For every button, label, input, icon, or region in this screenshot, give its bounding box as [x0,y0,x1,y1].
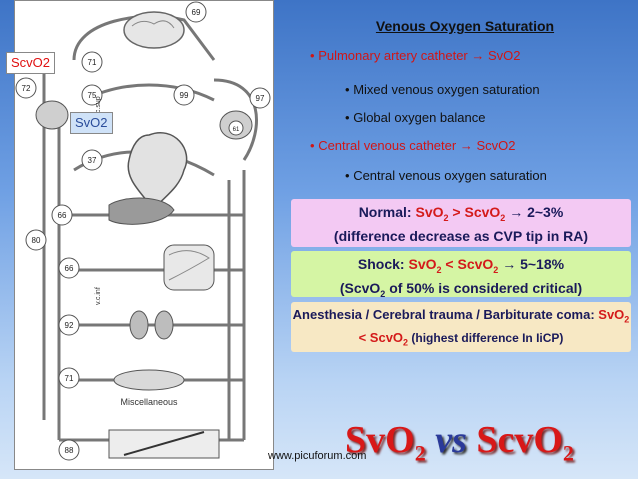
value-92: 92 [58,314,80,336]
svg-text:75: 75 [88,91,97,100]
svg-text:66: 66 [58,211,67,220]
normal-box: Normal: SvO2 > ScvO2 → 2~3% (difference … [291,199,631,247]
value-66-gut: 66 [58,257,80,279]
circulation-drawing: 72 71 75 69 99 97 61 37 66 80 66 92 71 8… [15,1,271,461]
bullet-mixed-venous: • Mixed venous oxygen saturation [345,82,540,97]
shock-box: Shock: SvO2 < ScvO2 → 5~18% (ScvO2 of 50… [291,251,631,299]
bullet-global-balance: • Global oxygen balance [345,110,486,125]
source-url: www.picuforum.com [268,450,367,462]
svg-text:92: 92 [65,321,74,330]
bullet-pa-catheter: • Pulmonary artery catheter → SvO2 [310,48,521,63]
vc-inf-label: v.c.inf [95,287,102,305]
brain-icon [123,11,185,49]
svg-text:37: 37 [88,156,97,165]
bullet-cv-catheter: • Central venous catheter → ScvO2 [310,138,516,153]
svg-text:69: 69 [192,8,201,17]
svg-text:97: 97 [256,94,265,103]
bullet-central-venous: • Central venous oxygen saturation [345,168,547,183]
upper-loop-2 [83,83,215,102]
right-loop [213,78,258,161]
value-72: 72 [15,77,37,99]
value-71-muscle: 71 [58,367,80,389]
value-75: 75 [81,84,103,106]
miscellaneous-label: Miscellaneous [120,397,178,407]
anesthesia-box: Anesthesia / Cerebral trauma / Barbitura… [291,302,631,352]
vc-sup-label: v.c.sup [95,96,102,118]
value-71-top: 71 [81,51,103,73]
svo2-tag: SvO2 [70,112,113,134]
kidney-right-icon [154,310,174,340]
value-69: 69 [185,1,207,23]
svg-text:71: 71 [65,374,74,383]
value-97: 97 [249,87,271,109]
svg-text:71: 71 [88,58,97,67]
kidney-left-icon [129,310,149,340]
svg-text:88: 88 [65,446,74,455]
intestine-icon [163,244,215,291]
svg-text:99: 99 [180,91,189,100]
circulation-diagram [14,0,274,470]
liver-icon [108,197,175,225]
value-37: 37 [81,149,103,171]
svg-text:61: 61 [233,127,240,133]
lung-left-icon [35,100,69,130]
muscle-icon [113,369,185,391]
value-88: 88 [58,439,80,461]
big-title: SvO2 vs ScvO2 [345,419,574,466]
scvo2-tag: ScvO2 [6,52,56,74]
value-61: 61 [228,120,244,136]
svg-text:66: 66 [65,264,74,273]
value-66-liver: 66 [51,204,73,226]
value-80: 80 [25,229,47,251]
value-99: 99 [173,84,195,106]
svg-text:72: 72 [22,84,31,93]
svg-text:80: 80 [32,236,41,245]
heading: Venous Oxygen Saturation [375,18,555,34]
